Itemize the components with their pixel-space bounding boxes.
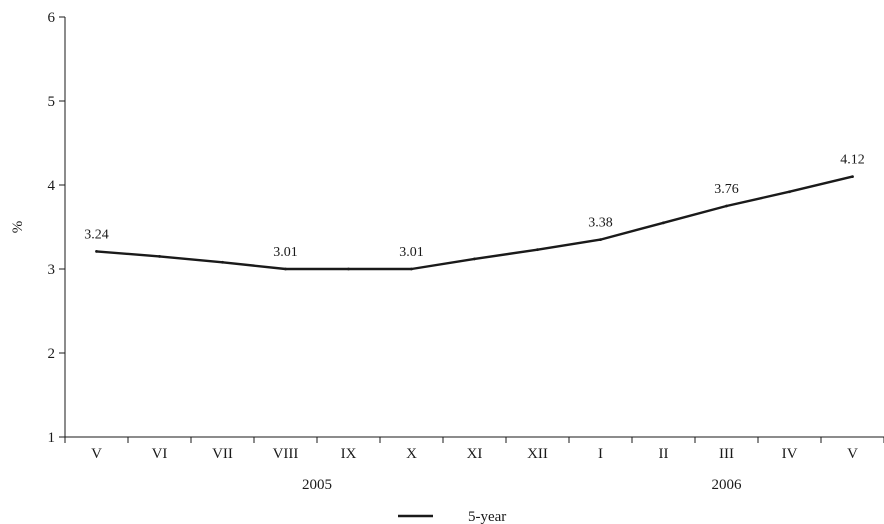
- legend-label: 5-year: [468, 509, 506, 524]
- data-point: [158, 255, 161, 258]
- legend: 5-year: [398, 509, 506, 524]
- y-tick-label: 5: [48, 94, 56, 110]
- x-tick-label: V: [847, 446, 858, 462]
- x-tick-label: VIII: [273, 446, 299, 462]
- x-tick-label: VI: [152, 446, 168, 462]
- data-point: [95, 249, 98, 253]
- data-point: [599, 238, 602, 242]
- x-tick-label: IX: [341, 446, 357, 462]
- plot-area: [95, 175, 854, 271]
- data-point: [788, 190, 791, 194]
- x-tick-label: X: [406, 446, 417, 462]
- data-label: 3.01: [273, 245, 298, 260]
- y-tick-label: 3: [48, 262, 56, 278]
- data-point: [473, 257, 476, 261]
- x-tick-label: V: [91, 446, 102, 462]
- year-label: 2006: [712, 477, 743, 493]
- x-tick-label: IV: [782, 446, 798, 462]
- data-point: [725, 204, 728, 208]
- series-line: [96, 175, 853, 271]
- x-tick-label: I: [598, 446, 603, 462]
- x-tick-label: XII: [527, 446, 548, 462]
- y-axis: 1 2 3 4 5 6%: [10, 10, 66, 446]
- data-label: 3.76: [714, 182, 739, 197]
- y-axis-label: %: [10, 221, 26, 234]
- year-label: 2005: [302, 477, 332, 493]
- y-tick-label: 6: [48, 10, 56, 26]
- y-tick-label: 4: [48, 178, 56, 194]
- data-point: [284, 267, 287, 271]
- x-tick-label: II: [659, 446, 669, 462]
- data-labels: 3.24 3.01 3.01 3.38 3.76 4.12: [84, 153, 865, 260]
- data-point: [410, 267, 413, 271]
- x-tick-label: XI: [467, 446, 483, 462]
- data-point: [347, 267, 350, 271]
- data-point: [221, 260, 224, 264]
- data-label: 4.12: [840, 153, 865, 168]
- y-tick-label: 2: [48, 346, 56, 362]
- data-label: 3.01: [399, 245, 424, 260]
- data-label: 3.38: [588, 216, 613, 231]
- y-tick-label: 1: [48, 430, 56, 446]
- data-point: [851, 175, 854, 179]
- data-point: [662, 221, 665, 225]
- data-point: [536, 248, 539, 252]
- x-tick-label: VII: [212, 446, 233, 462]
- data-label: 3.24: [84, 227, 109, 242]
- x-tick-label: III: [719, 446, 734, 462]
